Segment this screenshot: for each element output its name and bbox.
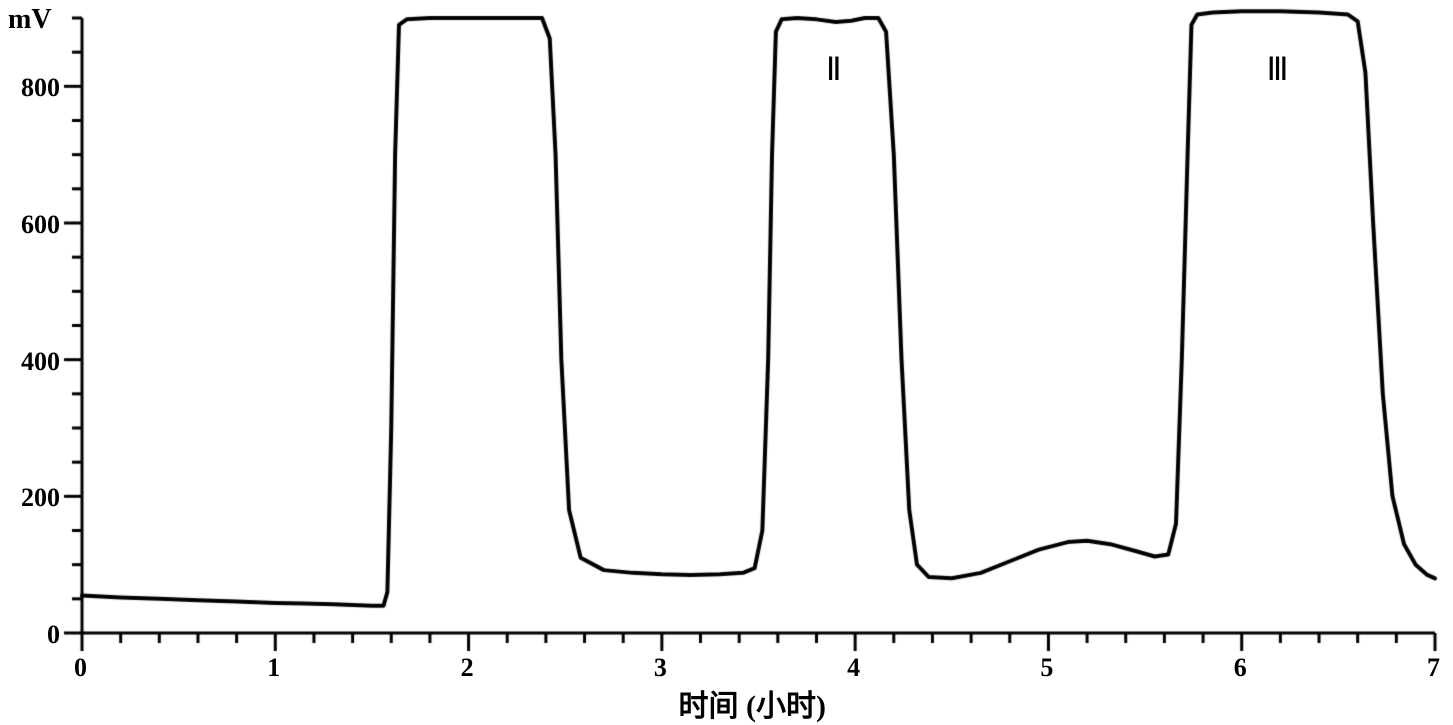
x-tick-label: 6 [1234,653,1247,683]
chromatogram-chart [0,0,1453,722]
y-tick-label: 0 [47,620,60,650]
y-axis-unit-label: mV [8,4,52,36]
x-tick-label: 4 [847,653,860,683]
x-tick-label: 7 [1427,653,1440,683]
y-tick-label: 600 [21,210,60,240]
peak-annotation: Ⅲ [1267,50,1289,88]
x-tick-label: 2 [461,653,474,683]
y-tick-label: 200 [21,483,60,513]
y-tick-label: 800 [21,73,60,103]
x-tick-label: 1 [267,653,280,683]
x-axis-label: 时间 (小时) [679,681,826,725]
peak-annotation: Ⅱ [826,50,842,88]
x-tick-label: 5 [1040,653,1053,683]
x-tick-label: 3 [654,653,667,683]
x-tick-label: 0 [74,653,87,683]
y-tick-label: 400 [21,347,60,377]
